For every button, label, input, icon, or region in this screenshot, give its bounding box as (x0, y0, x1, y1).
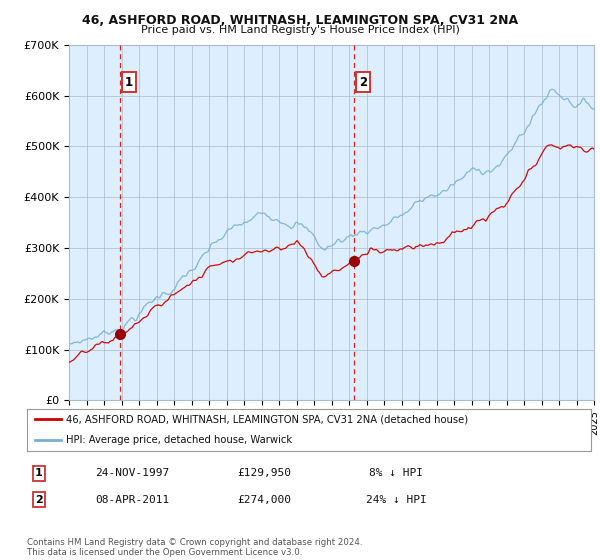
Text: 46, ASHFORD ROAD, WHITNASH, LEAMINGTON SPA, CV31 2NA (detached house): 46, ASHFORD ROAD, WHITNASH, LEAMINGTON S… (67, 414, 469, 424)
Text: Price paid vs. HM Land Registry's House Price Index (HPI): Price paid vs. HM Land Registry's House … (140, 25, 460, 35)
Text: 24-NOV-1997: 24-NOV-1997 (95, 468, 169, 478)
Text: 24% ↓ HPI: 24% ↓ HPI (365, 494, 427, 505)
Text: £129,950: £129,950 (237, 468, 291, 478)
Text: 1: 1 (125, 76, 133, 88)
Text: 08-APR-2011: 08-APR-2011 (95, 494, 169, 505)
Text: 46, ASHFORD ROAD, WHITNASH, LEAMINGTON SPA, CV31 2NA: 46, ASHFORD ROAD, WHITNASH, LEAMINGTON S… (82, 14, 518, 27)
Text: 2: 2 (35, 494, 43, 505)
Text: 8% ↓ HPI: 8% ↓ HPI (369, 468, 423, 478)
Text: Contains HM Land Registry data © Crown copyright and database right 2024.
This d: Contains HM Land Registry data © Crown c… (27, 538, 362, 557)
Text: HPI: Average price, detached house, Warwick: HPI: Average price, detached house, Warw… (67, 435, 293, 445)
Text: £274,000: £274,000 (237, 494, 291, 505)
Text: 2: 2 (359, 76, 367, 88)
Text: 1: 1 (35, 468, 43, 478)
